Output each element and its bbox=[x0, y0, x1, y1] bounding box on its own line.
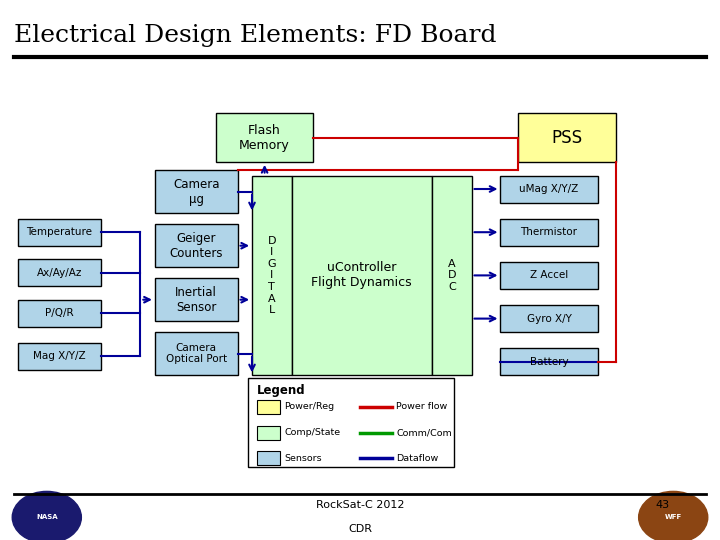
Text: uController
Flight Dynamics: uController Flight Dynamics bbox=[312, 261, 412, 289]
Text: Ax/Ay/Az: Ax/Ay/Az bbox=[37, 268, 82, 278]
Text: Thermistor: Thermistor bbox=[521, 227, 577, 237]
Text: NASA: NASA bbox=[36, 514, 58, 521]
FancyBboxPatch shape bbox=[155, 278, 238, 321]
Text: Power/Reg: Power/Reg bbox=[284, 402, 335, 411]
Text: Flash
Memory: Flash Memory bbox=[239, 124, 290, 152]
Text: Power flow: Power flow bbox=[396, 402, 447, 411]
Text: PSS: PSS bbox=[552, 129, 582, 147]
FancyBboxPatch shape bbox=[500, 219, 598, 246]
Text: Camera
μg: Camera μg bbox=[173, 178, 220, 206]
FancyBboxPatch shape bbox=[257, 451, 280, 465]
FancyBboxPatch shape bbox=[18, 259, 101, 286]
FancyBboxPatch shape bbox=[18, 300, 101, 327]
Text: uMag X/Y/Z: uMag X/Y/Z bbox=[519, 184, 579, 194]
Text: Camera
Optical Port: Camera Optical Port bbox=[166, 343, 227, 364]
Text: Z Accel: Z Accel bbox=[530, 271, 568, 280]
Text: Battery: Battery bbox=[530, 357, 568, 367]
FancyBboxPatch shape bbox=[518, 113, 616, 162]
FancyBboxPatch shape bbox=[18, 343, 101, 370]
Text: Gyro X/Y: Gyro X/Y bbox=[526, 314, 572, 323]
Text: P/Q/R: P/Q/R bbox=[45, 308, 73, 318]
FancyBboxPatch shape bbox=[432, 176, 472, 375]
Text: Mag X/Y/Z: Mag X/Y/Z bbox=[33, 352, 86, 361]
FancyBboxPatch shape bbox=[500, 305, 598, 332]
FancyBboxPatch shape bbox=[500, 262, 598, 289]
FancyBboxPatch shape bbox=[500, 348, 598, 375]
Text: D
I
G
I
T
A
L: D I G I T A L bbox=[268, 235, 276, 315]
Text: Temperature: Temperature bbox=[27, 227, 92, 237]
FancyBboxPatch shape bbox=[155, 224, 238, 267]
Text: A
D
C: A D C bbox=[448, 259, 456, 292]
Text: Comp/State: Comp/State bbox=[284, 428, 341, 437]
FancyBboxPatch shape bbox=[292, 176, 432, 375]
FancyBboxPatch shape bbox=[257, 400, 280, 414]
Text: WFF: WFF bbox=[665, 514, 682, 521]
Text: Geiger
Counters: Geiger Counters bbox=[169, 232, 223, 260]
Text: Inertial
Sensor: Inertial Sensor bbox=[175, 286, 217, 314]
Text: 43: 43 bbox=[655, 500, 670, 510]
Text: Legend: Legend bbox=[257, 384, 306, 397]
Text: CDR: CDR bbox=[348, 524, 372, 534]
Text: Comm/Com: Comm/Com bbox=[396, 428, 451, 437]
FancyBboxPatch shape bbox=[155, 170, 238, 213]
FancyBboxPatch shape bbox=[18, 219, 101, 246]
Text: Dataflow: Dataflow bbox=[396, 454, 438, 463]
FancyBboxPatch shape bbox=[248, 378, 454, 467]
Circle shape bbox=[12, 491, 81, 540]
FancyBboxPatch shape bbox=[257, 426, 280, 440]
FancyBboxPatch shape bbox=[252, 176, 292, 375]
Circle shape bbox=[639, 491, 708, 540]
Text: Sensors: Sensors bbox=[284, 454, 322, 463]
FancyBboxPatch shape bbox=[155, 332, 238, 375]
Text: Electrical Design Elements: FD Board: Electrical Design Elements: FD Board bbox=[14, 24, 497, 48]
Text: RockSat-C 2012: RockSat-C 2012 bbox=[316, 500, 404, 510]
FancyBboxPatch shape bbox=[500, 176, 598, 202]
FancyBboxPatch shape bbox=[216, 113, 313, 162]
